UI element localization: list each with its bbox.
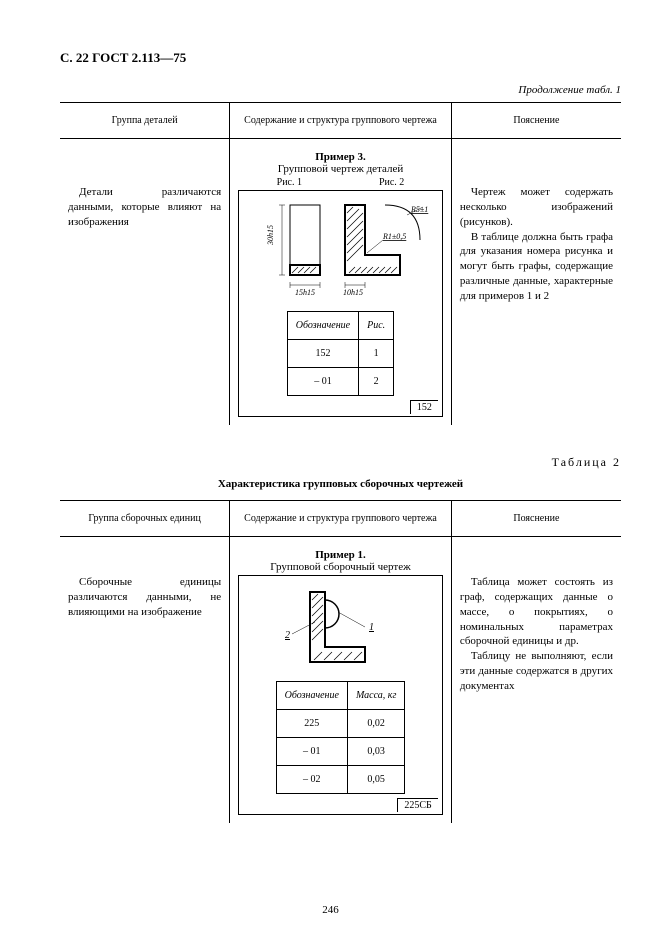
continuation-label: Продолжение табл. 1	[60, 84, 621, 96]
t1-it-r0c0: 152	[287, 340, 358, 368]
t1-it-h2: Рис.	[359, 312, 394, 340]
t1-header-col1: Группа деталей	[60, 103, 230, 139]
page-header: С. 22 ГОСТ 2.113—75	[60, 50, 621, 66]
t1-right-p2: В таблице должна быть графа для указания…	[460, 230, 613, 304]
t1-header-col2: Содержание и структура группового чертеж…	[230, 103, 452, 139]
t2-it-r1c1: 0,03	[347, 738, 404, 766]
t1-header-col3: Пояснение	[451, 103, 621, 139]
table-2: Группа сборочных единиц Содержание и стр…	[60, 500, 621, 823]
t2-it-r1c0: – 01	[276, 738, 347, 766]
t2-drawing: 1 2	[265, 582, 415, 677]
t1-dim-r1: R1±0,5	[382, 232, 406, 241]
t1-dim-h: 30h15	[266, 225, 275, 246]
t2-inner-table: Обозначение Масса, кг 225 0,02 – 01 0,03	[276, 681, 406, 794]
t2-it-h1: Обозначение	[276, 682, 347, 710]
page-number: 246	[0, 904, 661, 916]
t2-right-p1: Таблица может состоять из граф, содержащ…	[460, 575, 613, 649]
t2-right-p2: Таблицу не выполняют, если эти данные со…	[460, 649, 613, 694]
t2-header-col2: Содержание и структура группового чертеж…	[230, 501, 452, 537]
t1-corner: 152	[410, 400, 438, 414]
t1-it-r1c0: – 01	[287, 368, 358, 396]
t2-it-r0c0: 225	[276, 710, 347, 738]
t1-inner-table: Обозначение Рис. 152 1 – 01 2	[287, 311, 394, 396]
t1-it-r1c1: 2	[359, 368, 394, 396]
t2-it-r0c1: 0,02	[347, 710, 404, 738]
t2-left-text: Сборочные единицы различаются данными, н…	[68, 575, 221, 620]
t2-header-col1: Группа сборочных единиц	[60, 501, 230, 537]
t1-drawing: 30h15 15h15	[245, 197, 435, 307]
t2-drawing-frame: 1 2 Обозначение Масса, кг 225 0,02	[238, 575, 443, 815]
table-1: Группа деталей Содержание и структура гр…	[60, 102, 621, 425]
t2-it-h2: Масса, кг	[347, 682, 404, 710]
t1-right-p1: Чертеж может содержать несколько изображ…	[460, 185, 613, 230]
t1-dim-r5: R5±1	[410, 205, 428, 214]
t2-example-label: Пример 1. Групповой сборочный чертеж	[238, 549, 443, 573]
t2-header-col3: Пояснение	[451, 501, 621, 537]
table2-caption: Характеристика групповых сборочных черте…	[60, 478, 621, 490]
t1-it-r0c1: 1	[359, 340, 394, 368]
t2-it-r2c0: – 02	[276, 766, 347, 794]
t2-it-r2c1: 0,05	[347, 766, 404, 794]
t1-left-text: Детали различаются данными, которые влия…	[68, 185, 221, 230]
t1-example-label: Пример 3. Групповой чертеж деталей	[238, 151, 443, 175]
t1-fig1-label: Рис. 1	[277, 177, 302, 188]
t1-drawing-frame: 30h15 15h15	[238, 190, 443, 417]
t2-pos2: 2	[285, 630, 290, 641]
t1-dim-w2: 10h15	[343, 288, 363, 297]
table2-label: Таблица 2	[60, 455, 621, 470]
t1-it-h1: Обозначение	[287, 312, 358, 340]
t1-dim-w1: 15h15	[295, 288, 315, 297]
t2-corner: 225СБ	[397, 798, 437, 812]
t1-fig2-label: Рис. 2	[379, 177, 404, 188]
t2-pos1: 1	[369, 622, 374, 633]
